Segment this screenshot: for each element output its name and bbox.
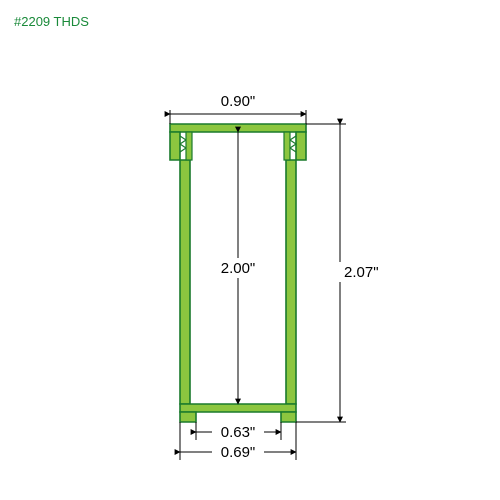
dim-top-width: 0.90" (170, 93, 306, 124)
dim-outer-height: 2.07" (296, 124, 379, 422)
technical-drawing: 0.90" 2.00" 2.07" 0.63" 0.69" (0, 0, 500, 500)
dim-inner-height-label: 2.00" (221, 260, 256, 277)
dim-outer-bottom-label: 0.69" (221, 444, 256, 461)
dim-inner-height: 2.00" (210, 132, 266, 404)
dim-outer-height-label: 2.07" (344, 264, 379, 281)
dim-inner-bottom-label: 0.63" (221, 424, 256, 441)
dim-inner-bottom: 0.63" (196, 422, 281, 441)
dim-top-width-label: 0.90" (221, 93, 256, 110)
